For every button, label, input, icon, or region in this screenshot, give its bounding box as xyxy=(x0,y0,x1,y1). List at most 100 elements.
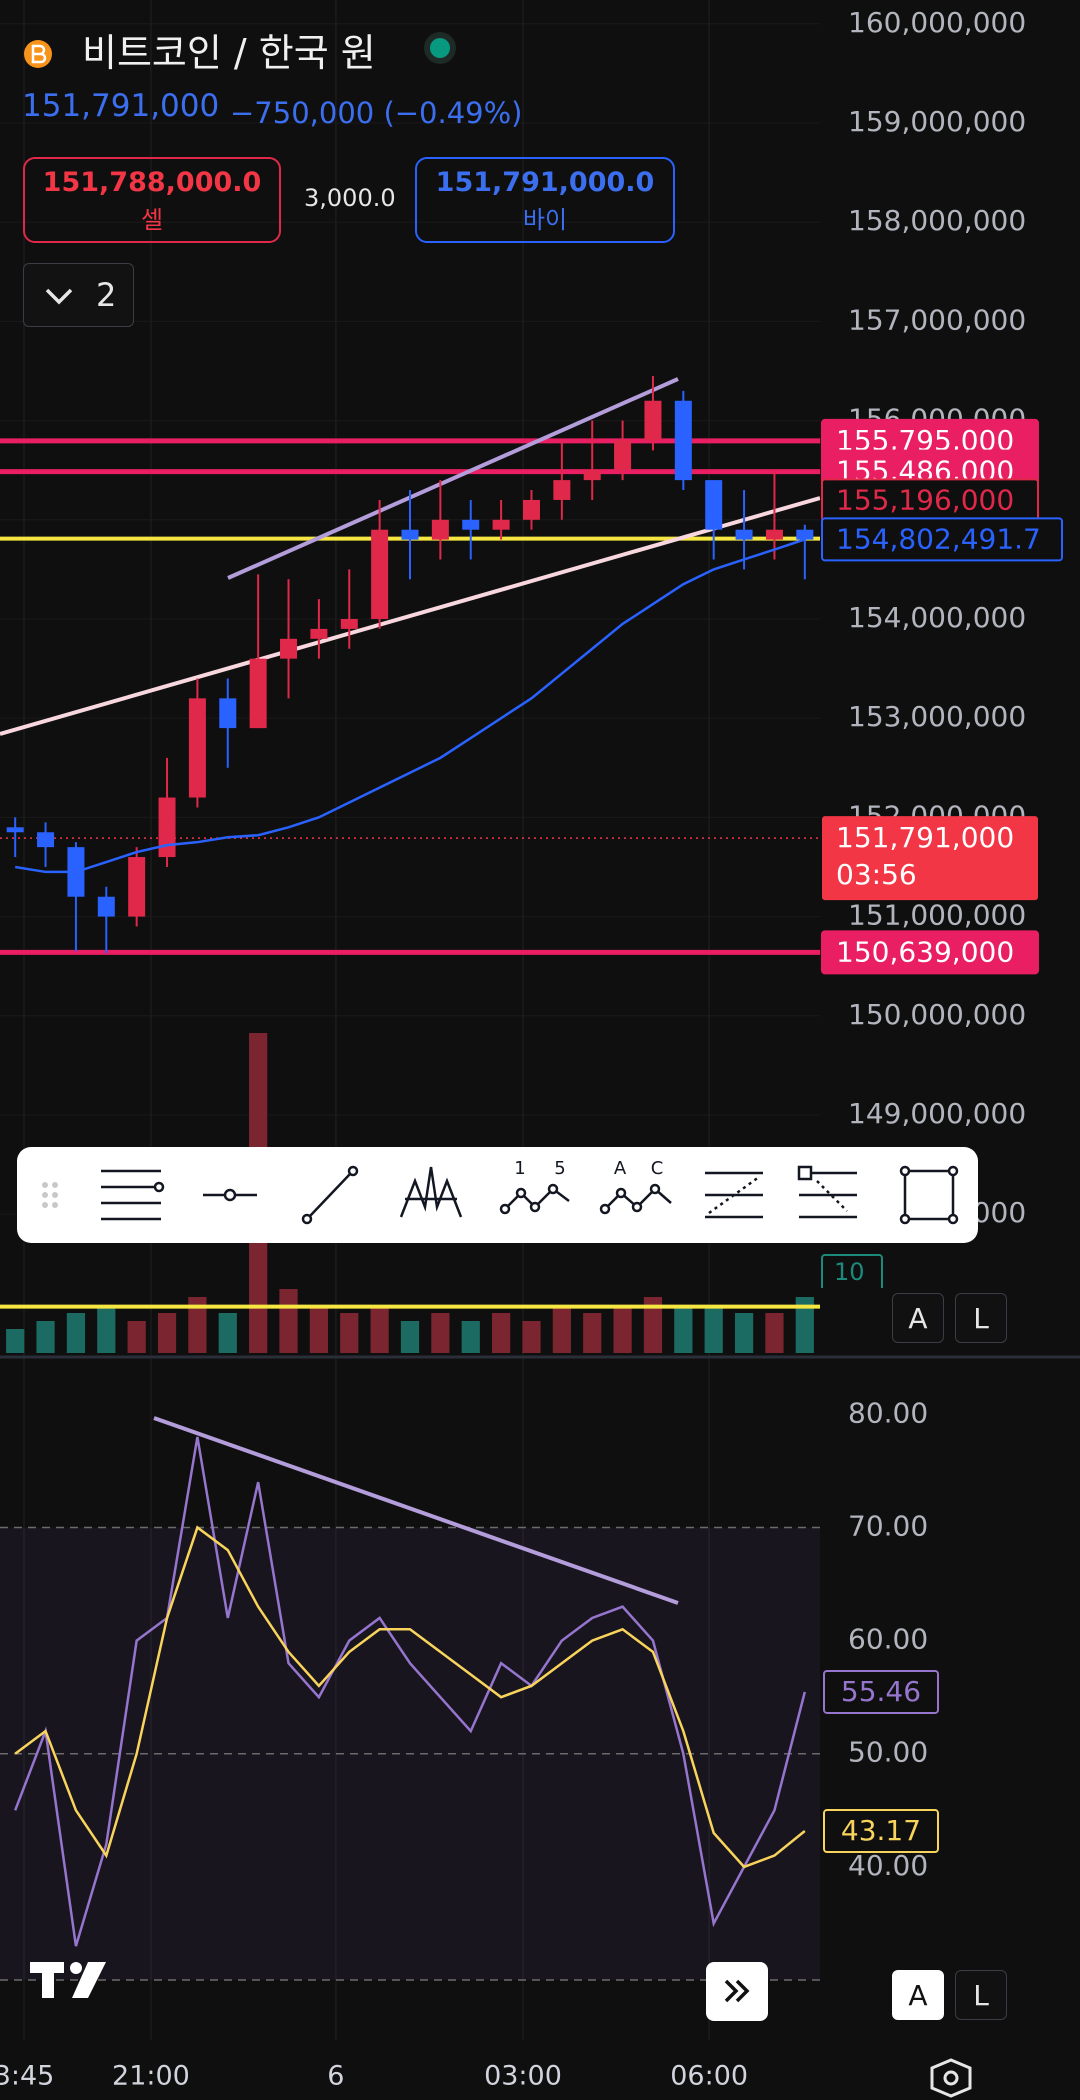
bitcoin-glyph xyxy=(31,44,47,64)
scroll-to-latest[interactable] xyxy=(706,1962,768,2021)
handle xyxy=(615,1187,627,1199)
trend-line-label: 155,196,000 xyxy=(836,483,1014,516)
stroke xyxy=(399,1166,463,1218)
log-scale-button[interactable]: L xyxy=(955,1293,1007,1343)
x-tick-label: 03:00 xyxy=(484,2061,562,2092)
rsi-tick-label: 70.00 xyxy=(848,1509,928,1542)
rsi-value-box xyxy=(823,1809,939,1854)
chevron xyxy=(724,1979,739,2003)
volume-bar xyxy=(370,1305,389,1353)
dot xyxy=(42,1192,48,1198)
x-tick-label: 6 xyxy=(327,2061,344,2092)
abc-label: A xyxy=(614,1158,627,1179)
settings-icon[interactable] xyxy=(930,2058,972,2098)
candle-body xyxy=(796,529,814,540)
candle-body xyxy=(37,832,55,848)
stroke xyxy=(816,1180,848,1212)
y-tick-label: 158,000,000 xyxy=(848,204,1026,237)
handle xyxy=(649,1183,661,1195)
volume-bar xyxy=(431,1313,450,1353)
current-price-label: 151,791,000 xyxy=(836,821,1014,854)
handle xyxy=(947,1213,959,1225)
volume-bar xyxy=(795,1297,814,1353)
logo-part xyxy=(72,1962,106,1998)
tool-fib-retracement[interactable] xyxy=(705,1171,763,1219)
trend-line-upper xyxy=(227,377,679,580)
settings-hex[interactable] xyxy=(930,2058,972,2098)
candle-body xyxy=(401,529,419,540)
logo-part xyxy=(42,1962,54,1998)
tool-horizontal-ray[interactable] xyxy=(203,1188,257,1202)
double-chevron xyxy=(724,1979,750,2003)
dot xyxy=(52,1182,58,1188)
settings-dot[interactable] xyxy=(943,2070,959,2086)
handle xyxy=(631,1201,643,1213)
y-tick-label: 153,000,000 xyxy=(848,700,1026,733)
x-tick-label: 21:00 xyxy=(112,2061,190,2092)
handle xyxy=(499,1203,511,1215)
wave-label: 5 xyxy=(554,1158,565,1179)
y-tick-label: 159,000,000 xyxy=(848,105,1026,138)
candle-body xyxy=(705,480,723,530)
candle-body xyxy=(188,698,206,798)
handle xyxy=(599,1203,611,1215)
candle-body xyxy=(674,400,692,481)
tool-lines[interactable] xyxy=(101,1169,165,1221)
indicator-toggle[interactable]: 2 xyxy=(23,263,134,327)
dot xyxy=(52,1202,58,1208)
rsi-value-box xyxy=(823,1669,939,1714)
rsi-tick-label: 40.00 xyxy=(848,1849,928,1882)
buy-button[interactable]: 151,791,000.0 바이 xyxy=(415,157,675,243)
tool-rectangle[interactable] xyxy=(899,1165,959,1225)
chevron xyxy=(735,1979,750,2003)
tool-elliott-impulse[interactable] xyxy=(499,1183,570,1215)
candle-body xyxy=(431,519,449,540)
candle-body xyxy=(553,480,571,500)
log-scale-button[interactable]: L xyxy=(955,1970,1007,2020)
candle-body xyxy=(340,618,358,629)
tool-fib-extension[interactable] xyxy=(797,1165,857,1219)
price-change: −750,000 (−0.49%) xyxy=(230,96,523,130)
volume-axis-label: 10 xyxy=(821,1254,883,1288)
ma-label: 154,802,491.7 xyxy=(836,522,1041,555)
volume-bar xyxy=(340,1313,359,1353)
candle-body xyxy=(765,529,783,540)
y-tick-label: 149,000,000 xyxy=(848,1097,1026,1130)
rsi-line xyxy=(14,1436,807,1947)
rsi-line xyxy=(14,1525,806,1869)
header-icons xyxy=(24,32,456,68)
ma-label-box xyxy=(821,517,1063,562)
symbol-title[interactable]: 비트코인 / 한국 원 xyxy=(82,31,376,75)
volume-bar xyxy=(97,1305,116,1353)
volume-bar xyxy=(492,1313,511,1353)
drag-handle[interactable] xyxy=(42,1182,58,1208)
current-price-box xyxy=(822,816,1038,901)
stroke xyxy=(797,1165,813,1181)
chevron-icon xyxy=(45,288,73,305)
volume-bar xyxy=(461,1321,480,1353)
handle xyxy=(529,1201,541,1213)
market-status-dot xyxy=(430,38,450,58)
tool-pattern[interactable] xyxy=(399,1166,463,1218)
candle-body xyxy=(219,698,237,729)
handle xyxy=(153,1181,165,1193)
y-tick-label: 157,000,000 xyxy=(848,303,1026,336)
trend-line-lower xyxy=(0,496,820,736)
handle xyxy=(223,1188,237,1202)
sell-button[interactable]: 151,788,000.0 셀 xyxy=(23,157,281,243)
dot xyxy=(42,1182,48,1188)
tradingview-logo xyxy=(30,1962,106,1998)
handle xyxy=(515,1187,527,1199)
tool-trend-line[interactable] xyxy=(301,1165,359,1225)
last-price: 151,791,000 xyxy=(22,88,220,124)
y-tick-label: 154,000,000 xyxy=(848,601,1026,634)
auto-scale-button[interactable]: A xyxy=(892,1970,944,2020)
volume-bar xyxy=(309,1305,328,1353)
volume-bar xyxy=(704,1305,723,1353)
auto-scale-button[interactable]: A xyxy=(892,1293,944,1343)
rsi-tick-label: 60.00 xyxy=(848,1623,928,1656)
handle xyxy=(899,1213,911,1225)
rsi-tick-label: 80.00 xyxy=(848,1396,928,1429)
tool-elliott-abc[interactable] xyxy=(599,1183,672,1215)
